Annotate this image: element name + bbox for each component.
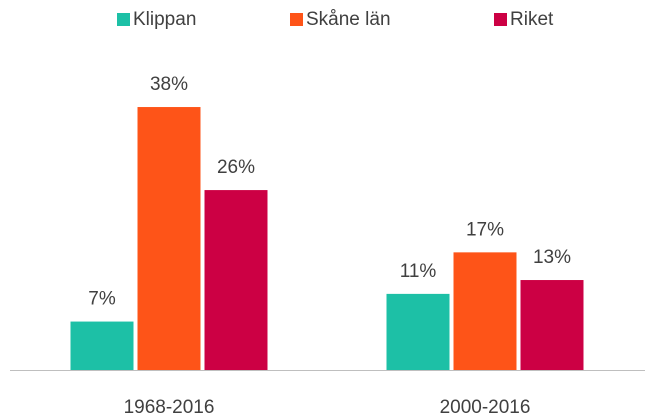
legend-swatch xyxy=(494,13,507,26)
legend-label: Riket xyxy=(510,9,554,30)
value-label: 38% xyxy=(150,74,188,95)
legend-label: Klippan xyxy=(133,9,196,30)
x-tick-label: 1968-2016 xyxy=(124,397,215,418)
legend-swatch xyxy=(117,13,130,26)
bar xyxy=(453,252,517,370)
bar xyxy=(137,107,201,370)
x-tick-label: 2000-2016 xyxy=(440,397,531,418)
value-label: 17% xyxy=(466,219,504,240)
bar xyxy=(70,321,134,370)
bar xyxy=(520,280,584,370)
value-label: 26% xyxy=(217,157,255,178)
legend-label: Skåne län xyxy=(306,9,391,30)
value-label: 7% xyxy=(88,289,116,310)
legend-swatch xyxy=(290,13,303,26)
bar xyxy=(386,293,450,370)
value-label: 13% xyxy=(533,247,571,268)
bar xyxy=(204,190,268,370)
value-label: 11% xyxy=(400,261,437,282)
